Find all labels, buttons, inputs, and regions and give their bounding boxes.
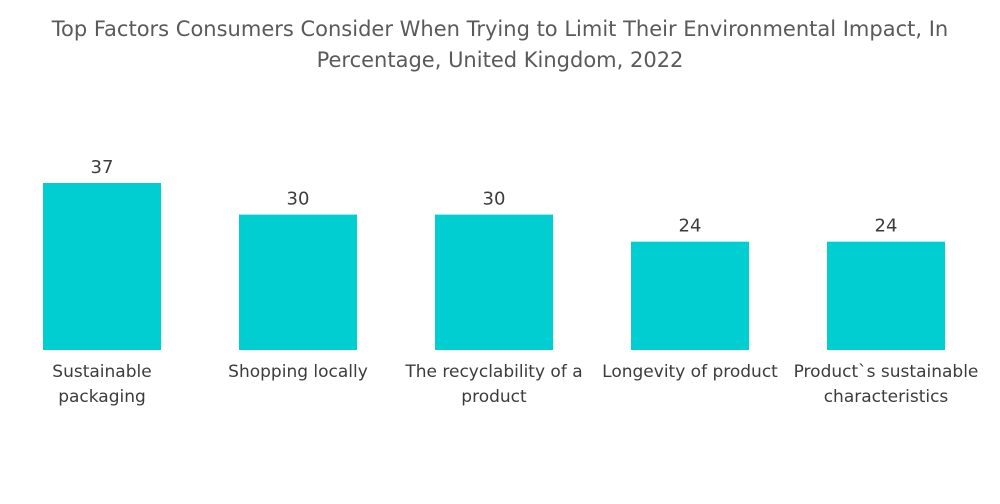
- category-label-3: The recyclability of a product: [404, 362, 582, 407]
- category-label-2: Shopping locally: [228, 362, 368, 382]
- bar-3: [435, 214, 553, 350]
- bars-group: [43, 183, 945, 350]
- bar-2: [239, 214, 357, 350]
- value-label-2: 30: [287, 189, 310, 210]
- value-label-3: 30: [483, 189, 506, 210]
- value-label-4: 24: [679, 216, 702, 237]
- category-label-4: Longevity of product: [602, 362, 778, 382]
- category-label-1: Sustainable packaging: [52, 362, 151, 407]
- bar-1: [43, 183, 161, 350]
- category-labels-group: Sustainable packaging Shopping locally The …: [52, 362, 978, 407]
- bar-4: [631, 241, 749, 350]
- value-label-1: 37: [91, 157, 114, 178]
- bar-5: [827, 241, 945, 350]
- chart-title: Top Factors Consumers Consider When Tryi…: [51, 17, 949, 72]
- value-labels-group: 37 30 30 24 24: [91, 157, 898, 237]
- category-label-5: Product`s sustainable characteristics: [794, 362, 979, 407]
- value-label-5: 24: [875, 216, 898, 237]
